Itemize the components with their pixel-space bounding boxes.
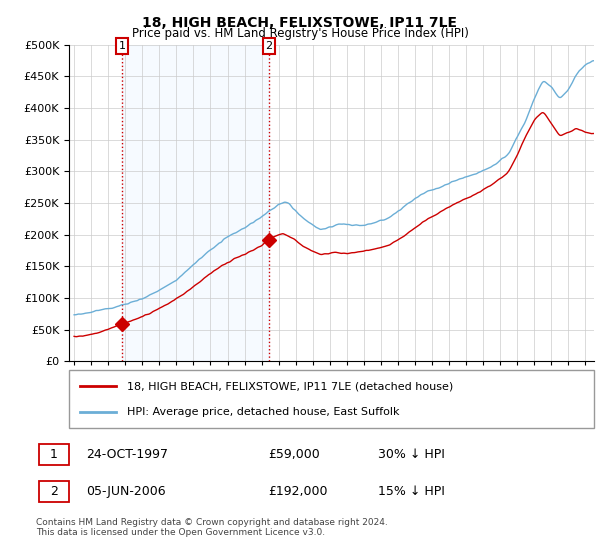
Text: 24-OCT-1997: 24-OCT-1997 xyxy=(86,447,167,461)
Text: 05-JUN-2006: 05-JUN-2006 xyxy=(86,485,166,498)
Text: 30% ↓ HPI: 30% ↓ HPI xyxy=(378,447,445,461)
FancyBboxPatch shape xyxy=(39,444,69,465)
Text: Price paid vs. HM Land Registry's House Price Index (HPI): Price paid vs. HM Land Registry's House … xyxy=(131,27,469,40)
Text: 1: 1 xyxy=(119,41,125,51)
Text: £59,000: £59,000 xyxy=(268,447,320,461)
Text: Contains HM Land Registry data © Crown copyright and database right 2024.
This d: Contains HM Land Registry data © Crown c… xyxy=(36,518,388,538)
Text: 2: 2 xyxy=(265,41,272,51)
Text: 18, HIGH BEACH, FELIXSTOWE, IP11 7LE: 18, HIGH BEACH, FELIXSTOWE, IP11 7LE xyxy=(143,16,458,30)
Text: HPI: Average price, detached house, East Suffolk: HPI: Average price, detached house, East… xyxy=(127,407,399,417)
Bar xyxy=(122,45,269,361)
FancyBboxPatch shape xyxy=(39,480,69,502)
Text: 15% ↓ HPI: 15% ↓ HPI xyxy=(378,485,445,498)
Text: £192,000: £192,000 xyxy=(268,485,328,498)
FancyBboxPatch shape xyxy=(69,370,594,428)
Text: 18, HIGH BEACH, FELIXSTOWE, IP11 7LE (detached house): 18, HIGH BEACH, FELIXSTOWE, IP11 7LE (de… xyxy=(127,381,453,391)
Text: 1: 1 xyxy=(50,447,58,461)
Text: 2: 2 xyxy=(50,485,58,498)
